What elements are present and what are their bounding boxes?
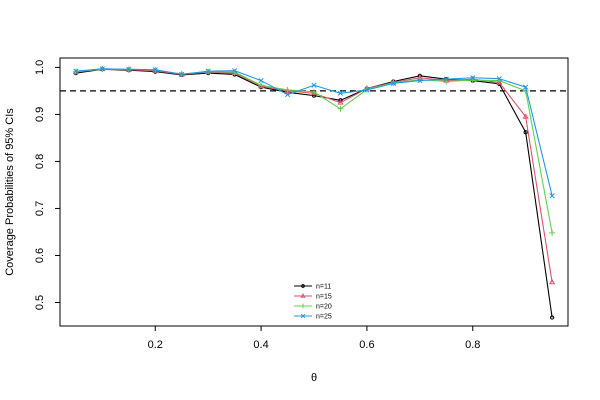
y-tick-label: 0.9 xyxy=(34,107,46,122)
y-axis: 0.5 0.6 0.7 0.8 0.9 1.0 xyxy=(34,60,60,310)
data-point xyxy=(496,79,503,85)
data-point xyxy=(364,87,370,93)
y-tick-label: 1.0 xyxy=(34,60,46,75)
series-n-11 xyxy=(73,67,555,320)
data-point xyxy=(284,86,291,93)
series-line xyxy=(75,68,553,283)
legend-marker xyxy=(300,303,306,309)
legend-marker xyxy=(300,313,306,319)
data-point xyxy=(337,90,344,96)
data-point xyxy=(284,92,291,98)
data-point xyxy=(337,99,344,105)
x-axis-title: θ xyxy=(311,372,317,384)
y-tick-label: 0.7 xyxy=(34,201,46,216)
legend-item: n=15 xyxy=(294,293,332,301)
series-n-20 xyxy=(72,66,556,236)
data-point xyxy=(470,75,476,81)
data-point xyxy=(311,88,317,95)
legend-label: n=11 xyxy=(316,284,331,291)
x-axis: 0.2 0.4 0.6 0.8 xyxy=(148,326,480,351)
series-n-25 xyxy=(73,66,555,199)
series-line xyxy=(75,68,553,318)
data-point xyxy=(549,229,556,236)
data-point xyxy=(443,76,449,82)
y-axis-title: Coverage Probabilities of 95% CIs xyxy=(4,108,16,276)
x-tick-label: 0.4 xyxy=(253,339,268,351)
legend-item: n=25 xyxy=(294,314,332,321)
data-point xyxy=(179,71,185,78)
data-point xyxy=(496,76,502,82)
data-point xyxy=(549,193,555,199)
legend-label: n=20 xyxy=(316,304,332,311)
data-point xyxy=(232,68,238,74)
legend: n=11 n=15 n=20 n=25 xyxy=(294,284,332,321)
legend-item: n=11 xyxy=(294,284,331,291)
y-tick-label: 0.6 xyxy=(34,248,46,263)
data-point xyxy=(258,77,264,84)
data-point xyxy=(523,130,528,135)
data-point xyxy=(99,66,105,72)
series-layer xyxy=(72,65,556,320)
data-point xyxy=(549,315,555,320)
data-point xyxy=(311,82,317,88)
y-tick-label: 0.8 xyxy=(34,154,46,169)
legend-label: n=25 xyxy=(316,314,332,321)
data-point xyxy=(416,76,423,83)
series-line xyxy=(75,68,553,196)
data-point xyxy=(390,80,396,86)
x-tick-label: 0.2 xyxy=(148,339,163,351)
data-point xyxy=(337,105,344,112)
data-point xyxy=(258,82,265,89)
legend-item: n=20 xyxy=(294,304,332,311)
data-point xyxy=(523,84,529,90)
legend-marker xyxy=(300,293,306,298)
data-point xyxy=(152,67,158,73)
x-tick-label: 0.6 xyxy=(359,339,374,351)
plot-box xyxy=(59,57,569,327)
x-tick-label: 0.8 xyxy=(465,339,480,351)
data-point xyxy=(549,278,556,285)
series-n-15 xyxy=(72,65,556,285)
legend-label: n=15 xyxy=(316,294,332,301)
data-point xyxy=(126,66,132,72)
y-tick-label: 0.5 xyxy=(34,295,46,310)
data-point xyxy=(205,68,211,74)
data-point xyxy=(522,113,529,119)
data-point xyxy=(338,98,343,103)
data-point xyxy=(417,77,423,84)
legend-marker xyxy=(301,284,305,288)
data-point xyxy=(73,68,79,74)
